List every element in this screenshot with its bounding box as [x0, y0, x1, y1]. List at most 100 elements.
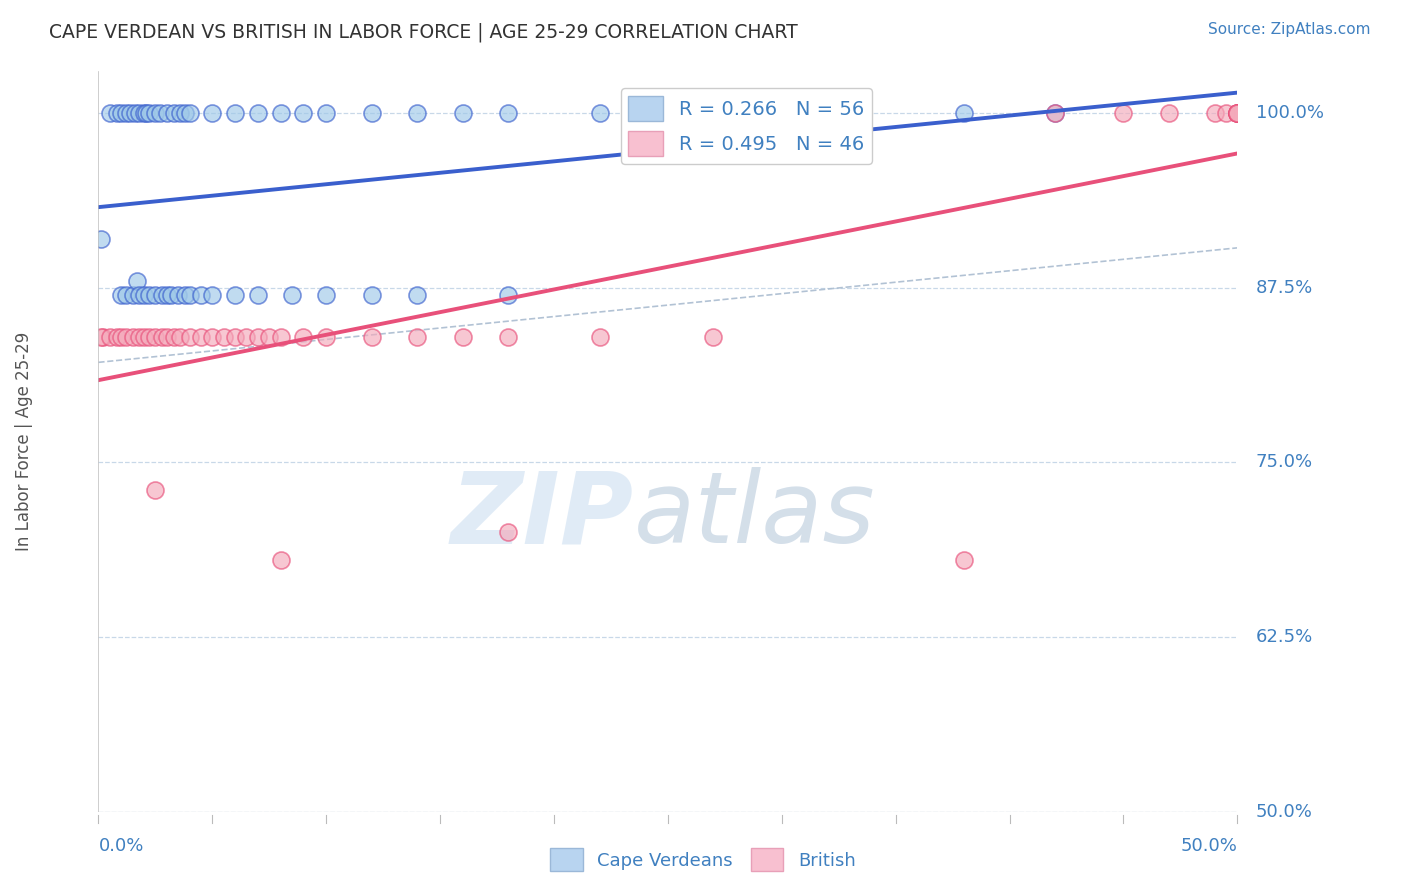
- Point: [1226, 106, 1249, 120]
- Legend: Cape Verdeans, British: Cape Verdeans, British: [543, 841, 863, 879]
- Point: [114, 288, 136, 302]
- Point: [498, 288, 520, 302]
- Point: [149, 106, 172, 120]
- Point: [588, 330, 610, 344]
- Point: [138, 288, 160, 302]
- Text: atlas: atlas: [634, 467, 876, 564]
- Point: [315, 288, 337, 302]
- Point: [498, 330, 520, 344]
- Text: 75.0%: 75.0%: [1256, 453, 1313, 472]
- Point: [246, 288, 269, 302]
- Point: [169, 330, 191, 344]
- Point: [145, 483, 167, 498]
- Point: [156, 106, 179, 120]
- Point: [406, 106, 429, 120]
- Point: [1112, 106, 1135, 120]
- Text: 87.5%: 87.5%: [1256, 279, 1313, 297]
- Point: [1226, 106, 1249, 120]
- Point: [224, 288, 246, 302]
- Point: [588, 106, 610, 120]
- Point: [201, 288, 224, 302]
- Point: [138, 106, 160, 120]
- Point: [145, 288, 167, 302]
- Point: [1226, 106, 1249, 120]
- Point: [212, 330, 235, 344]
- Point: [120, 106, 142, 120]
- Point: [270, 553, 292, 567]
- Point: [174, 106, 197, 120]
- Point: [121, 330, 143, 344]
- Point: [138, 330, 160, 344]
- Point: [702, 330, 724, 344]
- Point: [281, 288, 304, 302]
- Point: [246, 106, 269, 120]
- Point: [156, 288, 179, 302]
- Point: [270, 330, 292, 344]
- Point: [145, 330, 167, 344]
- Point: [360, 330, 382, 344]
- Point: [114, 330, 136, 344]
- Point: [132, 288, 155, 302]
- Text: Source: ZipAtlas.com: Source: ZipAtlas.com: [1208, 22, 1371, 37]
- Point: [1043, 106, 1066, 120]
- Point: [315, 106, 337, 120]
- Text: CAPE VERDEAN VS BRITISH IN LABOR FORCE | AGE 25-29 CORRELATION CHART: CAPE VERDEAN VS BRITISH IN LABOR FORCE |…: [49, 22, 799, 42]
- Point: [815, 106, 838, 120]
- Point: [270, 106, 292, 120]
- Point: [179, 106, 201, 120]
- Text: 0.0%: 0.0%: [98, 837, 143, 855]
- Point: [451, 106, 474, 120]
- Text: 50.0%: 50.0%: [1181, 837, 1237, 855]
- Point: [1204, 106, 1226, 120]
- Point: [132, 330, 155, 344]
- Point: [451, 330, 474, 344]
- Point: [110, 288, 132, 302]
- Point: [246, 330, 269, 344]
- Point: [1043, 106, 1066, 120]
- Text: ZIP: ZIP: [451, 467, 634, 564]
- Point: [315, 330, 337, 344]
- Point: [145, 106, 167, 120]
- Point: [1226, 106, 1249, 120]
- Point: [360, 106, 382, 120]
- Point: [90, 232, 112, 246]
- Point: [259, 330, 281, 344]
- Point: [498, 525, 520, 540]
- Point: [167, 288, 190, 302]
- Text: 100.0%: 100.0%: [1256, 104, 1323, 122]
- Point: [406, 288, 429, 302]
- Point: [1226, 106, 1249, 120]
- Point: [132, 106, 155, 120]
- Point: [224, 106, 246, 120]
- Point: [150, 330, 173, 344]
- Point: [128, 330, 150, 344]
- Point: [160, 288, 183, 302]
- Point: [953, 106, 976, 120]
- Point: [179, 288, 201, 302]
- Point: [190, 288, 212, 302]
- Point: [114, 106, 136, 120]
- Point: [128, 106, 150, 120]
- Point: [110, 106, 132, 120]
- Point: [235, 330, 257, 344]
- Point: [1157, 106, 1180, 120]
- Point: [91, 330, 114, 344]
- Point: [201, 106, 224, 120]
- Point: [121, 288, 143, 302]
- Point: [162, 106, 184, 120]
- Point: [150, 288, 173, 302]
- Point: [162, 330, 184, 344]
- Text: 50.0%: 50.0%: [1256, 803, 1312, 821]
- Point: [156, 330, 179, 344]
- Point: [105, 330, 128, 344]
- Point: [98, 330, 121, 344]
- Point: [292, 330, 315, 344]
- Point: [110, 330, 132, 344]
- Point: [201, 330, 224, 344]
- Point: [98, 106, 121, 120]
- Point: [124, 106, 146, 120]
- Point: [174, 288, 197, 302]
- Point: [360, 288, 382, 302]
- Legend: R = 0.266   N = 56, R = 0.495   N = 46: R = 0.266 N = 56, R = 0.495 N = 46: [620, 88, 872, 164]
- Point: [953, 553, 976, 567]
